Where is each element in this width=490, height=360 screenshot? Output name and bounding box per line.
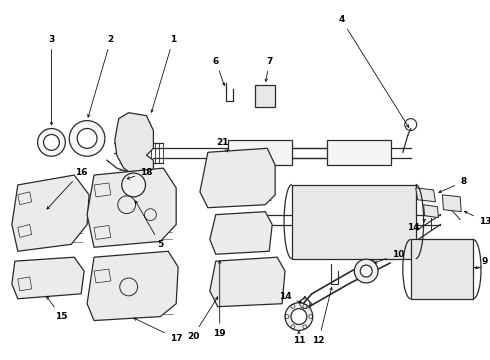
Polygon shape [424,205,439,217]
Text: 2: 2 [88,35,114,117]
Text: 8: 8 [439,177,466,193]
Polygon shape [18,192,32,205]
Polygon shape [327,140,391,165]
Polygon shape [12,175,89,251]
Polygon shape [210,212,272,254]
Polygon shape [94,269,111,283]
Polygon shape [228,140,292,165]
Text: 1: 1 [151,35,176,112]
Text: 7: 7 [265,57,272,81]
Polygon shape [416,188,436,202]
Polygon shape [200,148,275,208]
Text: 10: 10 [374,250,404,263]
Text: 9: 9 [476,257,488,269]
Text: 15: 15 [47,297,68,321]
Polygon shape [292,185,416,259]
Polygon shape [87,251,178,320]
Circle shape [285,303,313,330]
Polygon shape [94,183,111,197]
Polygon shape [210,257,285,307]
Text: 4: 4 [338,15,409,127]
Polygon shape [12,257,84,299]
Text: 17: 17 [134,318,182,343]
Circle shape [354,259,378,283]
Text: 13: 13 [465,211,490,226]
Text: 16: 16 [47,168,87,209]
Circle shape [44,135,59,150]
Circle shape [122,173,146,197]
Polygon shape [94,225,111,239]
Text: 6: 6 [213,57,225,86]
Circle shape [69,121,105,156]
Polygon shape [87,168,176,247]
Text: 12: 12 [313,287,332,345]
Text: 3: 3 [49,35,54,125]
Text: 14: 14 [407,220,426,232]
Text: 5: 5 [135,201,164,249]
Polygon shape [115,113,153,175]
Text: 20: 20 [187,297,218,341]
Polygon shape [411,239,473,299]
Circle shape [291,309,307,324]
Polygon shape [18,225,32,237]
Text: 11: 11 [293,331,305,345]
Polygon shape [255,85,275,107]
Circle shape [38,129,65,156]
Text: 21: 21 [217,138,229,152]
Circle shape [360,265,372,277]
Circle shape [77,129,97,148]
Polygon shape [442,195,461,212]
Text: 14: 14 [279,292,301,303]
Polygon shape [18,277,32,291]
Text: 19: 19 [214,261,226,338]
Text: 18: 18 [127,168,153,179]
